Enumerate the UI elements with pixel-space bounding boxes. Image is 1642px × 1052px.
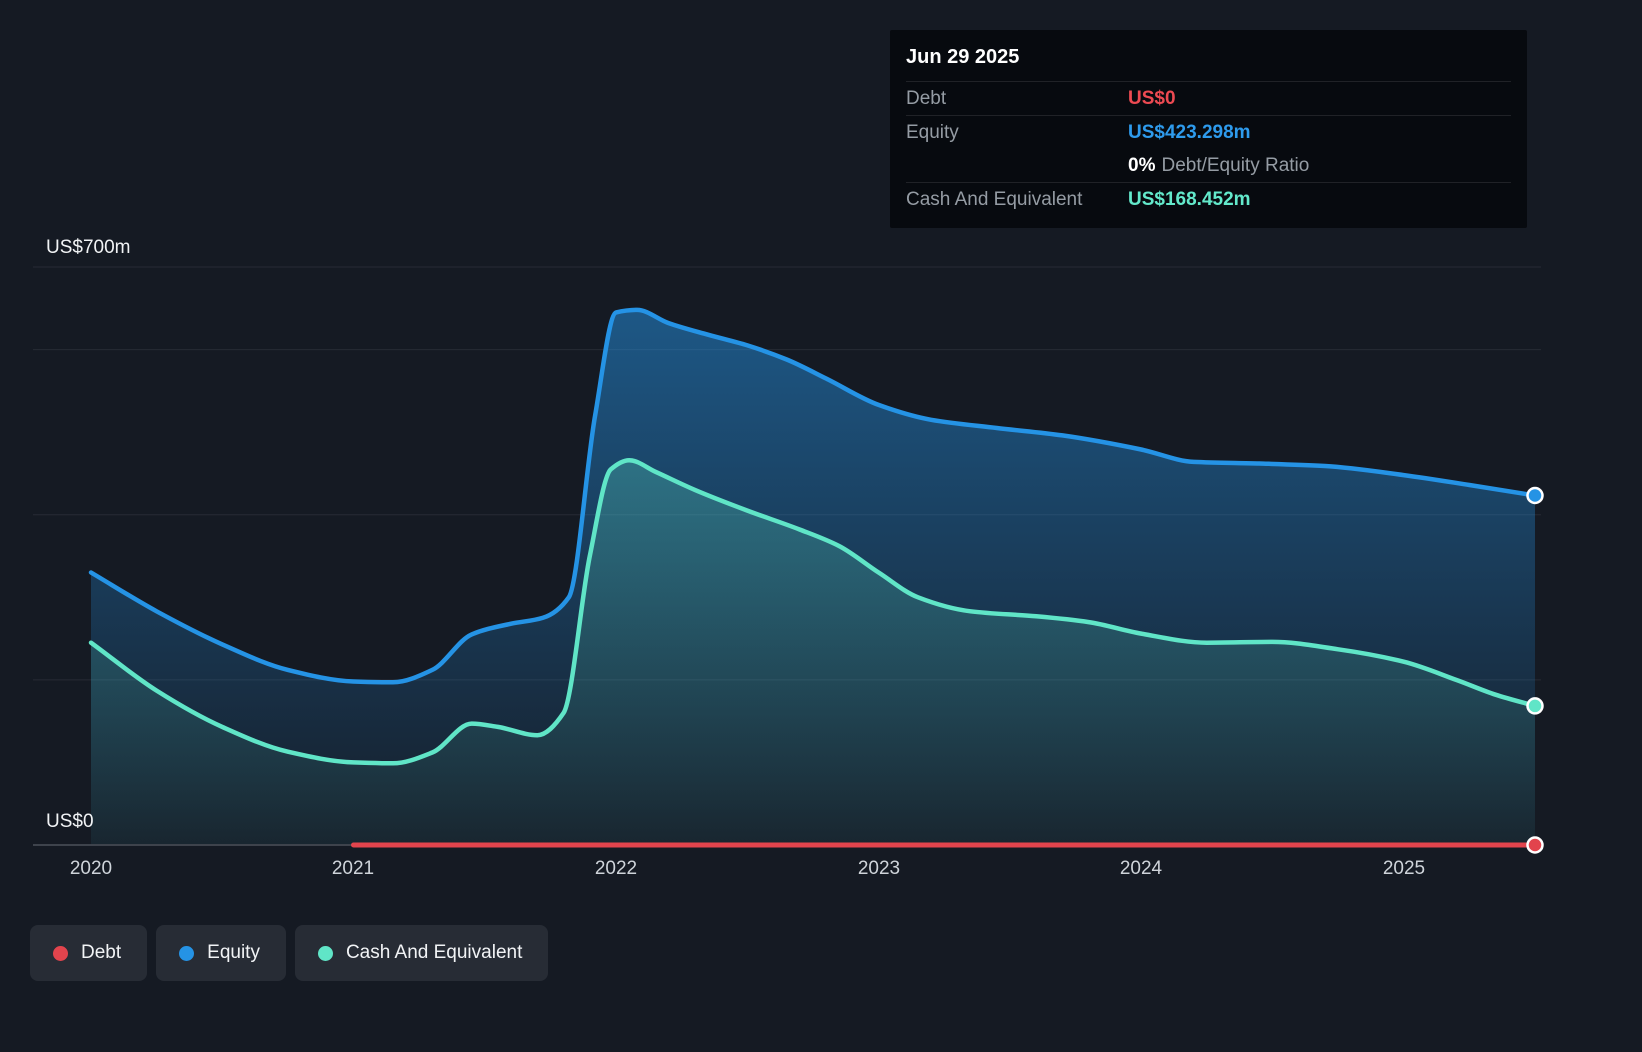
y-axis-label-zero: US$0 — [46, 811, 94, 832]
tooltip-date: Jun 29 2025 — [906, 46, 1020, 68]
x-axis-label-2020: 2020 — [69, 858, 113, 879]
cash-and-equivalent-line — [88, 457, 1538, 766]
x-axis-label-2022: 2022 — [594, 858, 638, 879]
y-axis-label-top: US$700m — [46, 237, 131, 258]
tooltip-row-debt: Debt US$0 — [906, 81, 1511, 115]
chart-legend: Debt Equity Cash And Equivalent — [30, 925, 549, 981]
equity-line — [88, 307, 1538, 685]
x-axis-label-2024: 2024 — [1119, 858, 1163, 879]
debt-dot-icon — [53, 945, 68, 961]
tooltip-ratio-label: Debt/Equity Ratio — [1161, 154, 1310, 176]
tooltip-ratio-value-group: 0% Debt/Equity Ratio — [1128, 155, 1309, 177]
tooltip-debt-value: US$0 — [1128, 87, 1176, 109]
legend-debt-label: Debt — [81, 942, 122, 963]
tooltip-cash-label: Cash And Equivalent — [906, 188, 1083, 210]
legend-equity-label: Equity — [207, 942, 260, 963]
tooltip-ratio-value: 0% — [1128, 154, 1156, 176]
x-axis-label-2021: 2021 — [331, 858, 375, 879]
tooltip-cash-value: US$168.452m — [1128, 188, 1251, 210]
equity-dot-icon — [179, 945, 195, 961]
cash-dot-icon — [317, 945, 333, 961]
legend-item-equity[interactable]: Equity — [156, 925, 286, 981]
debt-end-marker — [1526, 836, 1544, 854]
tooltip-equity-value: US$423.298m — [1128, 121, 1251, 143]
legend-item-cash[interactable]: Cash And Equivalent — [294, 925, 549, 981]
x-axis-label-2023: 2023 — [857, 858, 901, 879]
chart-tooltip: Jun 29 2025 Debt US$0 Equity US$423.298m… — [890, 30, 1527, 228]
tooltip-debt-label: Debt — [906, 87, 947, 109]
cash-and-equivalent-area — [91, 460, 1535, 845]
tooltip-equity-label: Equity — [906, 121, 959, 143]
tooltip-row-cash: Cash And Equivalent US$168.452m — [906, 182, 1511, 216]
tooltip-row-ratio: 0% Debt/Equity Ratio — [906, 149, 1511, 182]
tooltip-row-equity: Equity US$423.298m — [906, 115, 1511, 149]
cash-and-equivalent-end-marker — [1526, 697, 1544, 715]
x-axis-label-2025: 2025 — [1382, 858, 1426, 879]
equity-end-marker — [1526, 486, 1544, 505]
legend-cash-label: Cash And Equivalent — [345, 942, 523, 963]
legend-item-debt[interactable]: Debt — [30, 925, 148, 981]
